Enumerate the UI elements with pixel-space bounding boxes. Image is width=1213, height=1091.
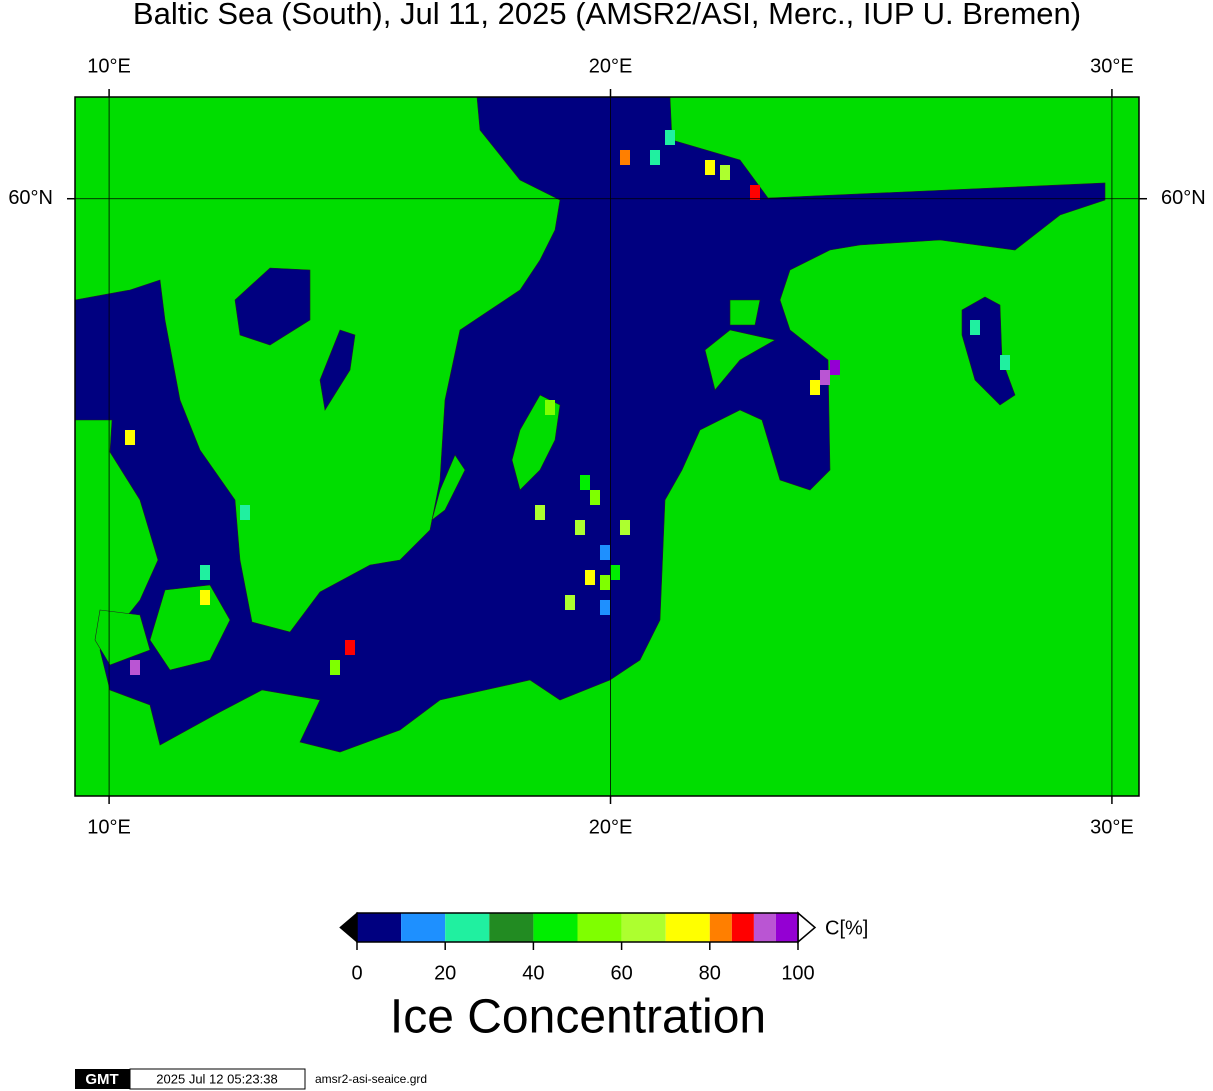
timestamp-box [129,1068,306,1090]
lat-label: 60°N [8,187,53,209]
ice-pixel [600,545,610,560]
ice-pixel [590,490,600,505]
map-title: Baltic Sea (South), Jul 11, 2025 (AMSR2/… [133,0,1081,31]
ice-pixels [125,130,1010,675]
ice-pixel [240,505,250,520]
ice-pixel [535,505,545,520]
ice-pixel [650,150,660,165]
colorbar-bin [445,913,490,942]
colorbar-bin [489,913,534,942]
colorbar-bin [665,913,710,942]
ice-pixel [125,430,135,445]
lat-label: 60°N [1161,187,1206,209]
colorbar-tick-label: 20 [434,962,456,984]
ice-pixel [585,570,595,585]
colorbar-bin [577,913,622,942]
ice-pixel [575,520,585,535]
map-frame [74,96,1140,797]
ice-pixel [200,590,210,605]
map [67,89,1147,804]
lon-label: 30°E [1090,816,1134,838]
colorbar-title: Ice Concentration [390,991,766,1044]
colorbar-tick-label: 60 [610,962,632,984]
ice-pixel [580,475,590,490]
ice-pixel [200,565,210,580]
ice-pixel [620,520,630,535]
ice-pixel [830,360,840,375]
file-name: amsr2-asi-seaice.grd [315,1072,427,1086]
islands [94,299,776,671]
ice-pixel [720,165,730,180]
colorbar-tick-label: 0 [351,962,362,984]
logo-box [75,1069,130,1089]
ice-pixel [665,130,675,145]
colorbar-bin [709,913,732,942]
ice-pixel [1000,355,1010,370]
sea [74,96,1106,753]
lon-label: 10°E [87,55,131,77]
ice-pixel [600,575,610,590]
ice-pixel [610,565,620,580]
colorbar-bin [401,913,446,942]
lon-label: 20°E [589,816,633,838]
ice-pixel [705,160,715,175]
colorbar-frame [356,912,799,943]
colorbar-tick-label: 100 [781,962,814,984]
ice-pixel [810,380,820,395]
colorbar-tick-label: 80 [699,962,721,984]
lon-label: 20°E [589,55,633,77]
ice-pixel [565,595,575,610]
ice-pixel [130,660,140,675]
ice-pixel [345,640,355,655]
lon-label: 30°E [1090,55,1134,77]
colorbar-unit: C[%] [825,917,868,939]
colorbar-low-end [339,911,358,944]
colorbar-bin [753,913,776,942]
colorbar-bin [621,913,666,942]
ice-pixel [750,185,760,200]
colorbar-high-end [797,911,817,944]
logo: GMT [85,1071,118,1088]
ice-pixel [330,660,340,675]
colorbar-bin [775,913,798,942]
ice-pixel [970,320,980,335]
timestamp: 2025 Jul 12 05:23:38 [156,1071,277,1086]
colorbar-bin [731,913,754,942]
colorbar-bin [533,913,578,942]
ice-pixel [545,400,555,415]
ice-pixel [820,370,830,385]
colorbar-bin [357,913,402,942]
lon-label: 10°E [87,816,131,838]
ice-pixel [620,150,630,165]
colorbar-tick-label: 40 [522,962,544,984]
colorbar [339,911,817,950]
ice-pixel [600,600,610,615]
